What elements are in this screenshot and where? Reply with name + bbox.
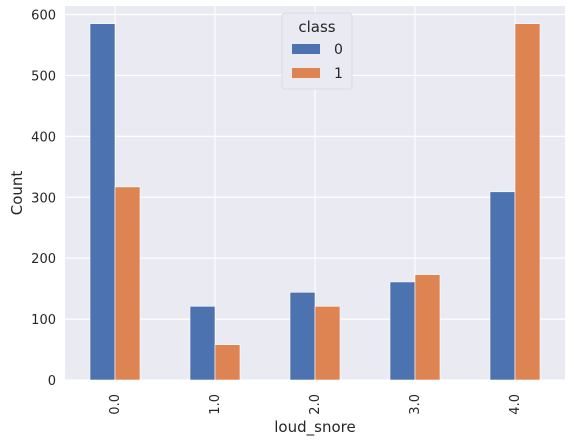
y-tick-label: 200: [31, 252, 56, 267]
legend-title: class: [298, 18, 335, 36]
bar-series-0-2.0: [289, 291, 316, 381]
bar-series-1-1.0: [214, 344, 241, 381]
legend-label-0: 0: [334, 42, 343, 58]
x-axis-ticks: 0.0 1.0 2.0 3.0 4.0: [108, 394, 523, 415]
x-tick-label: 3.0: [408, 394, 423, 415]
x-tick-label: 2.0: [308, 394, 323, 415]
bar-series-1-2.0: [314, 305, 341, 381]
legend-swatch-0: [292, 44, 320, 54]
bar-series-0-4.0: [489, 191, 516, 381]
y-tick-label: 0: [48, 374, 56, 389]
x-tick-label: 1.0: [208, 394, 223, 415]
y-tick-label: 300: [31, 191, 56, 206]
legend-swatch-1: [292, 68, 320, 78]
y-tick-label: 100: [31, 313, 56, 328]
y-tick-label: 400: [31, 130, 56, 145]
bar-series-1-3.0: [414, 274, 441, 381]
bars: [89, 23, 541, 381]
legend-label-1: 1: [334, 66, 343, 82]
bar-series-0-1.0: [189, 305, 216, 381]
y-tick-label: 500: [31, 69, 56, 84]
bar-series-0-0.0: [89, 23, 116, 381]
x-axis-label: loud_snore: [274, 418, 355, 437]
bar-series-1-0.0: [114, 186, 141, 381]
legend: class 0 1: [281, 12, 353, 90]
y-axis-label: Count: [8, 171, 26, 216]
y-axis-ticks: 0 100 200 300 400 500 600: [31, 9, 56, 389]
x-tick-label: 4.0: [508, 394, 523, 415]
y-tick-label: 600: [31, 9, 56, 24]
bar-series-0-3.0: [389, 281, 416, 381]
bar-series-1-4.0: [514, 23, 541, 381]
x-tick-label: 0.0: [108, 394, 123, 415]
